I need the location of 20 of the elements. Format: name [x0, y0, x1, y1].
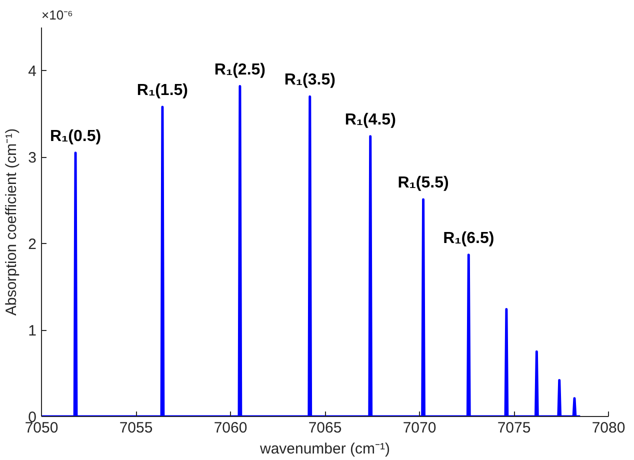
x-tick-label: 7060 [214, 420, 248, 436]
y-tick-label: 2 [28, 236, 36, 254]
annotation: R₁(3.5) [284, 72, 336, 89]
y-axis-title: Absorption coefficient (cm⁻¹) [3, 128, 20, 316]
annotation: R₁(2.5) [214, 61, 266, 78]
x-tick-label: 7080 [592, 420, 626, 436]
annotation: R₁(0.5) [50, 128, 102, 145]
y-tick-label: 4 [28, 63, 36, 80]
x-tick-label: 7065 [308, 420, 342, 436]
x-tick-label: 7075 [497, 420, 531, 436]
x-axis-title: wavenumber (cm⁻¹) [258, 440, 390, 458]
annotation: R₁(6.5) [443, 230, 494, 247]
y-tick-label: 3 [28, 150, 36, 167]
annotation: R₁(4.5) [344, 111, 396, 128]
y-tick-label: 1 [28, 322, 36, 340]
x-tick-label: 7070 [402, 420, 436, 436]
annotation: R₁(1.5) [136, 82, 188, 100]
annotation: R₁(5.5) [398, 174, 449, 192]
text: ×10⁻⁶ [42, 8, 73, 22]
x-tick-label: 7055 [119, 420, 153, 436]
